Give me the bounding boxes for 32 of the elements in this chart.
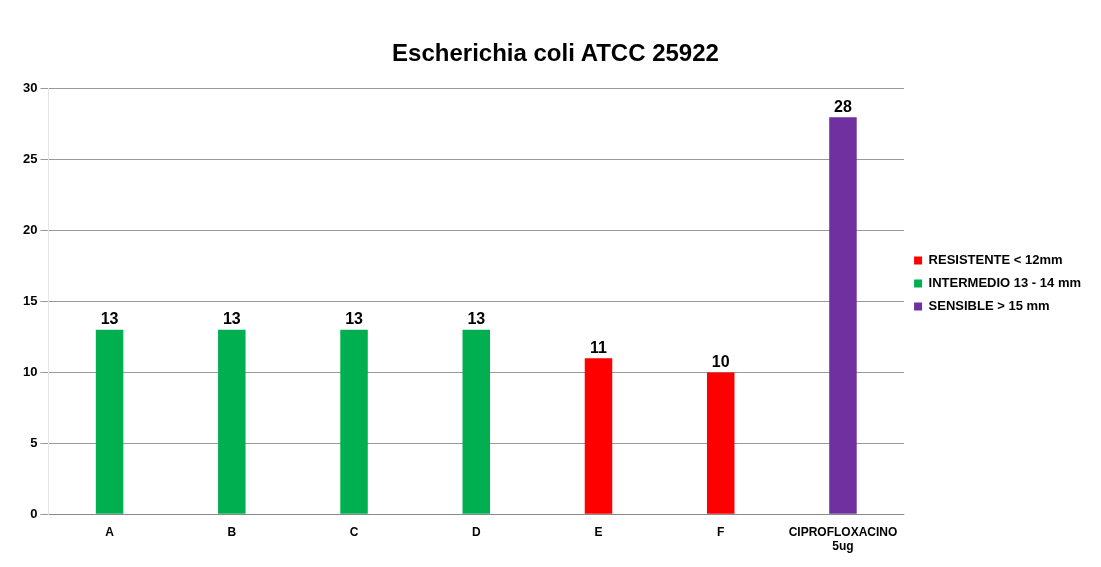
bar (584, 358, 613, 514)
data-label: 11 (590, 338, 608, 356)
bar (462, 329, 491, 514)
legend-label: INTERMEDIO 13 - 14 mm (928, 275, 1082, 291)
data-label: 13 (222, 310, 241, 328)
y-tick-label: 0 (30, 505, 38, 521)
data-label: 13 (100, 310, 119, 328)
data-label: 13 (345, 310, 364, 328)
x-tick-label: C (349, 524, 359, 539)
x-tick-label: B (227, 524, 237, 539)
x-tick-label: F (717, 524, 725, 539)
bar (340, 329, 368, 514)
legend-label: SENSIBLE > 15 mm (928, 298, 1050, 314)
x-tick-label: D (471, 524, 481, 539)
bar (706, 372, 735, 514)
data-label: 13 (467, 310, 486, 328)
bar (218, 329, 246, 514)
y-tick-label: 25 (22, 151, 38, 167)
data-label: 10 (711, 352, 730, 370)
bar (829, 117, 857, 514)
y-tick-label: 10 (22, 363, 38, 379)
y-tick-label: 20 (22, 222, 38, 238)
chart-title: Escherichia coli ATCC 25922 (392, 39, 719, 67)
bar (95, 329, 124, 514)
y-tick-label: 15 (22, 293, 38, 309)
x-tick-label: E (594, 524, 603, 539)
x-tick-label: A (105, 524, 115, 539)
legend-label: RESISTENTE < 12mm (928, 252, 1063, 268)
x-tick-label: CIPROFLOXACINO 5ug (788, 524, 898, 554)
data-label: 28 (834, 97, 852, 115)
y-tick-label: 30 (22, 80, 38, 96)
y-tick-label: 5 (30, 434, 38, 450)
